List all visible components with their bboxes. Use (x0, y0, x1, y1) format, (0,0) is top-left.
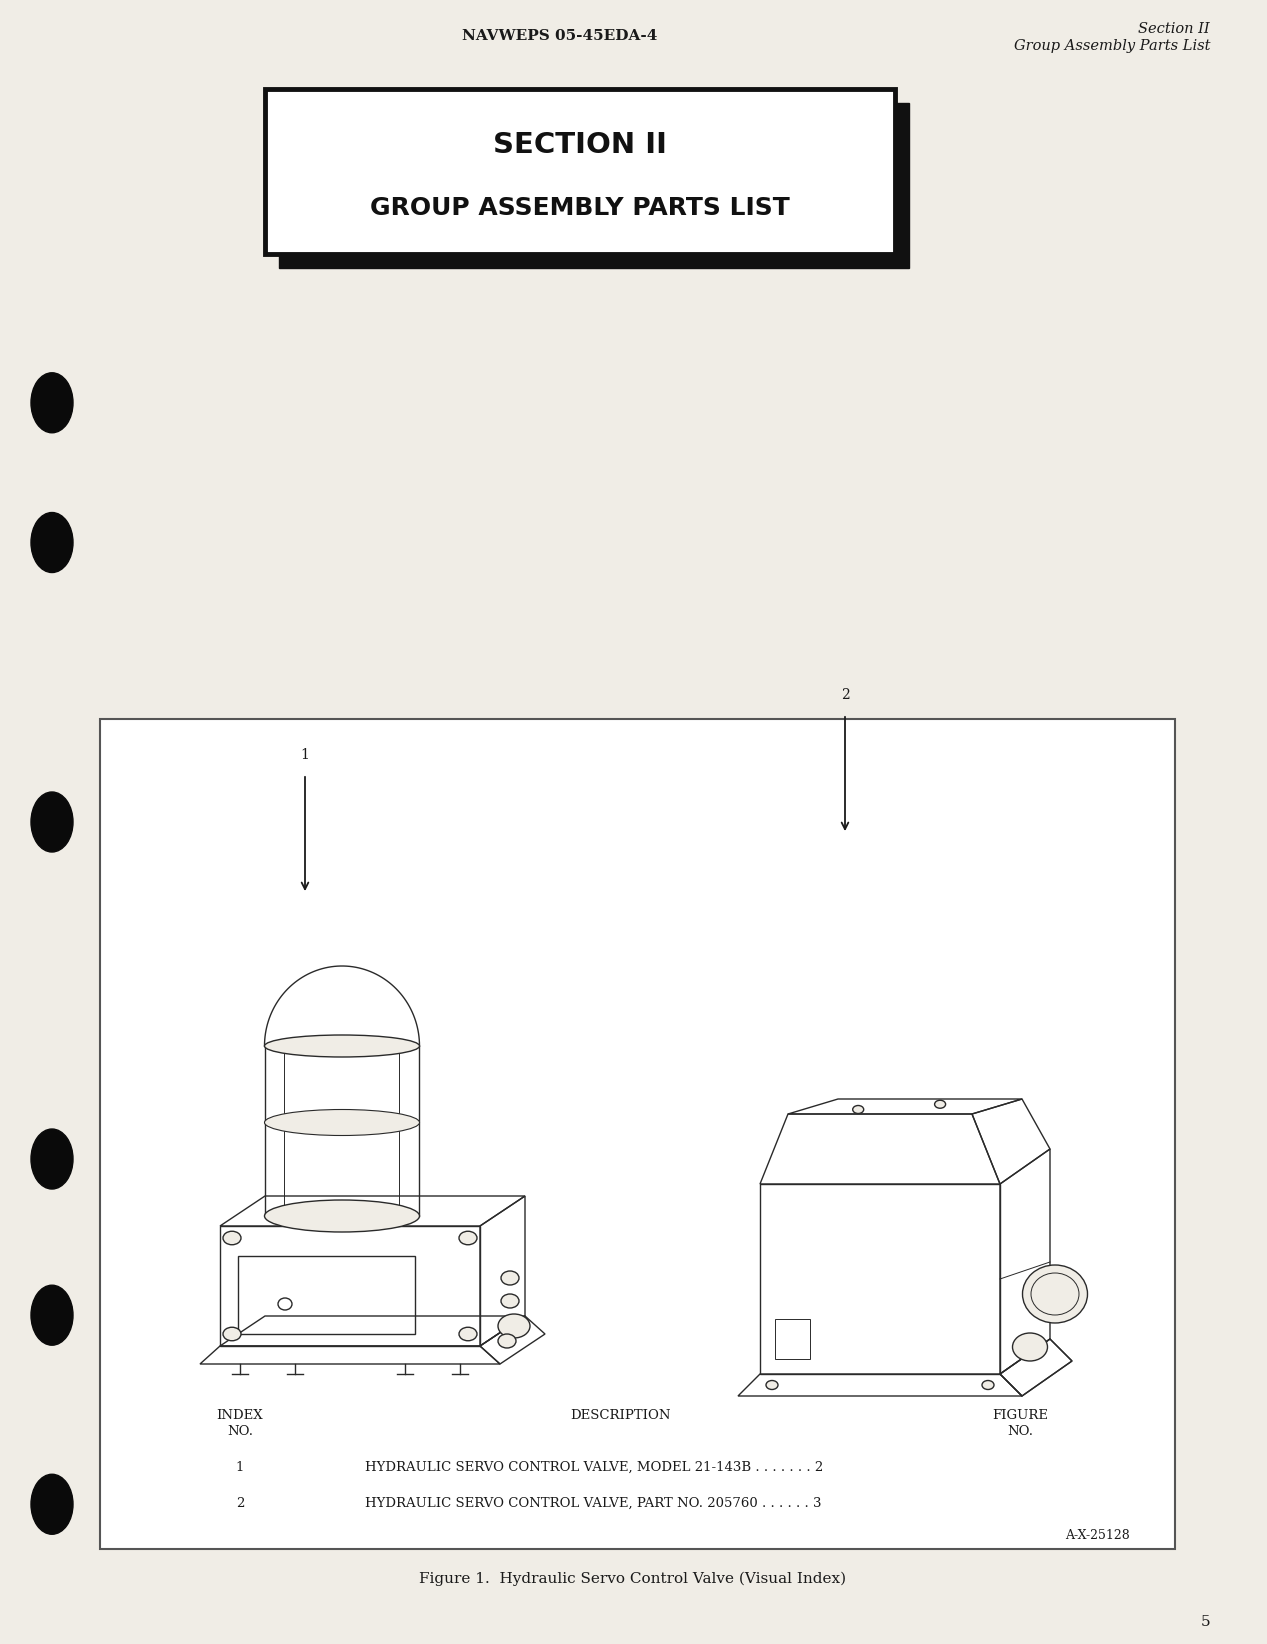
Ellipse shape (1022, 1264, 1087, 1323)
Ellipse shape (1031, 1272, 1079, 1315)
Ellipse shape (500, 1294, 519, 1309)
Text: NAVWEPS 05-45EDA-4: NAVWEPS 05-45EDA-4 (462, 30, 658, 43)
Text: HYDRAULIC SERVO CONTROL VALVE, MODEL 21-143B . . . . . . . 2: HYDRAULIC SERVO CONTROL VALVE, MODEL 21-… (365, 1462, 824, 1475)
Ellipse shape (853, 1105, 864, 1113)
Text: A-X-25128: A-X-25128 (1066, 1529, 1130, 1542)
Ellipse shape (223, 1231, 241, 1245)
Ellipse shape (30, 1129, 73, 1189)
Ellipse shape (1012, 1333, 1048, 1361)
Ellipse shape (265, 1110, 419, 1136)
Text: DESCRIPTION: DESCRIPTION (570, 1409, 670, 1422)
Ellipse shape (265, 1200, 419, 1231)
Ellipse shape (500, 1271, 519, 1286)
Text: 1: 1 (300, 748, 309, 763)
Text: Section II: Section II (1138, 21, 1210, 36)
Ellipse shape (767, 1381, 778, 1389)
Text: Group Assembly Parts List: Group Assembly Parts List (1014, 39, 1210, 53)
Ellipse shape (459, 1327, 476, 1342)
Ellipse shape (459, 1231, 476, 1245)
Ellipse shape (498, 1333, 516, 1348)
Ellipse shape (30, 1475, 73, 1534)
Bar (265, 89, 895, 255)
Text: 2: 2 (840, 687, 849, 702)
Text: 5: 5 (1200, 1614, 1210, 1629)
Text: SECTION II: SECTION II (493, 132, 666, 159)
Text: INDEX
NO.: INDEX NO. (217, 1409, 264, 1438)
Ellipse shape (30, 1286, 73, 1345)
Ellipse shape (30, 373, 73, 432)
Bar (279, 104, 908, 268)
Ellipse shape (265, 1036, 419, 1057)
Ellipse shape (500, 1317, 519, 1332)
Text: HYDRAULIC SERVO CONTROL VALVE, PART NO. 205760 . . . . . . 3: HYDRAULIC SERVO CONTROL VALVE, PART NO. … (365, 1498, 821, 1509)
Text: FIGURE
NO.: FIGURE NO. (992, 1409, 1048, 1438)
Ellipse shape (498, 1314, 530, 1338)
Bar (100, 718, 1175, 1549)
Text: 1: 1 (236, 1462, 245, 1475)
Text: GROUP ASSEMBLY PARTS LIST: GROUP ASSEMBLY PARTS LIST (370, 196, 789, 220)
Ellipse shape (935, 1100, 945, 1108)
Text: Figure 1.  Hydraulic Servo Control Valve (Visual Index): Figure 1. Hydraulic Servo Control Valve … (419, 1572, 846, 1586)
Ellipse shape (223, 1327, 241, 1342)
Text: 2: 2 (236, 1498, 245, 1509)
Ellipse shape (982, 1381, 995, 1389)
Ellipse shape (30, 792, 73, 852)
Ellipse shape (30, 513, 73, 572)
